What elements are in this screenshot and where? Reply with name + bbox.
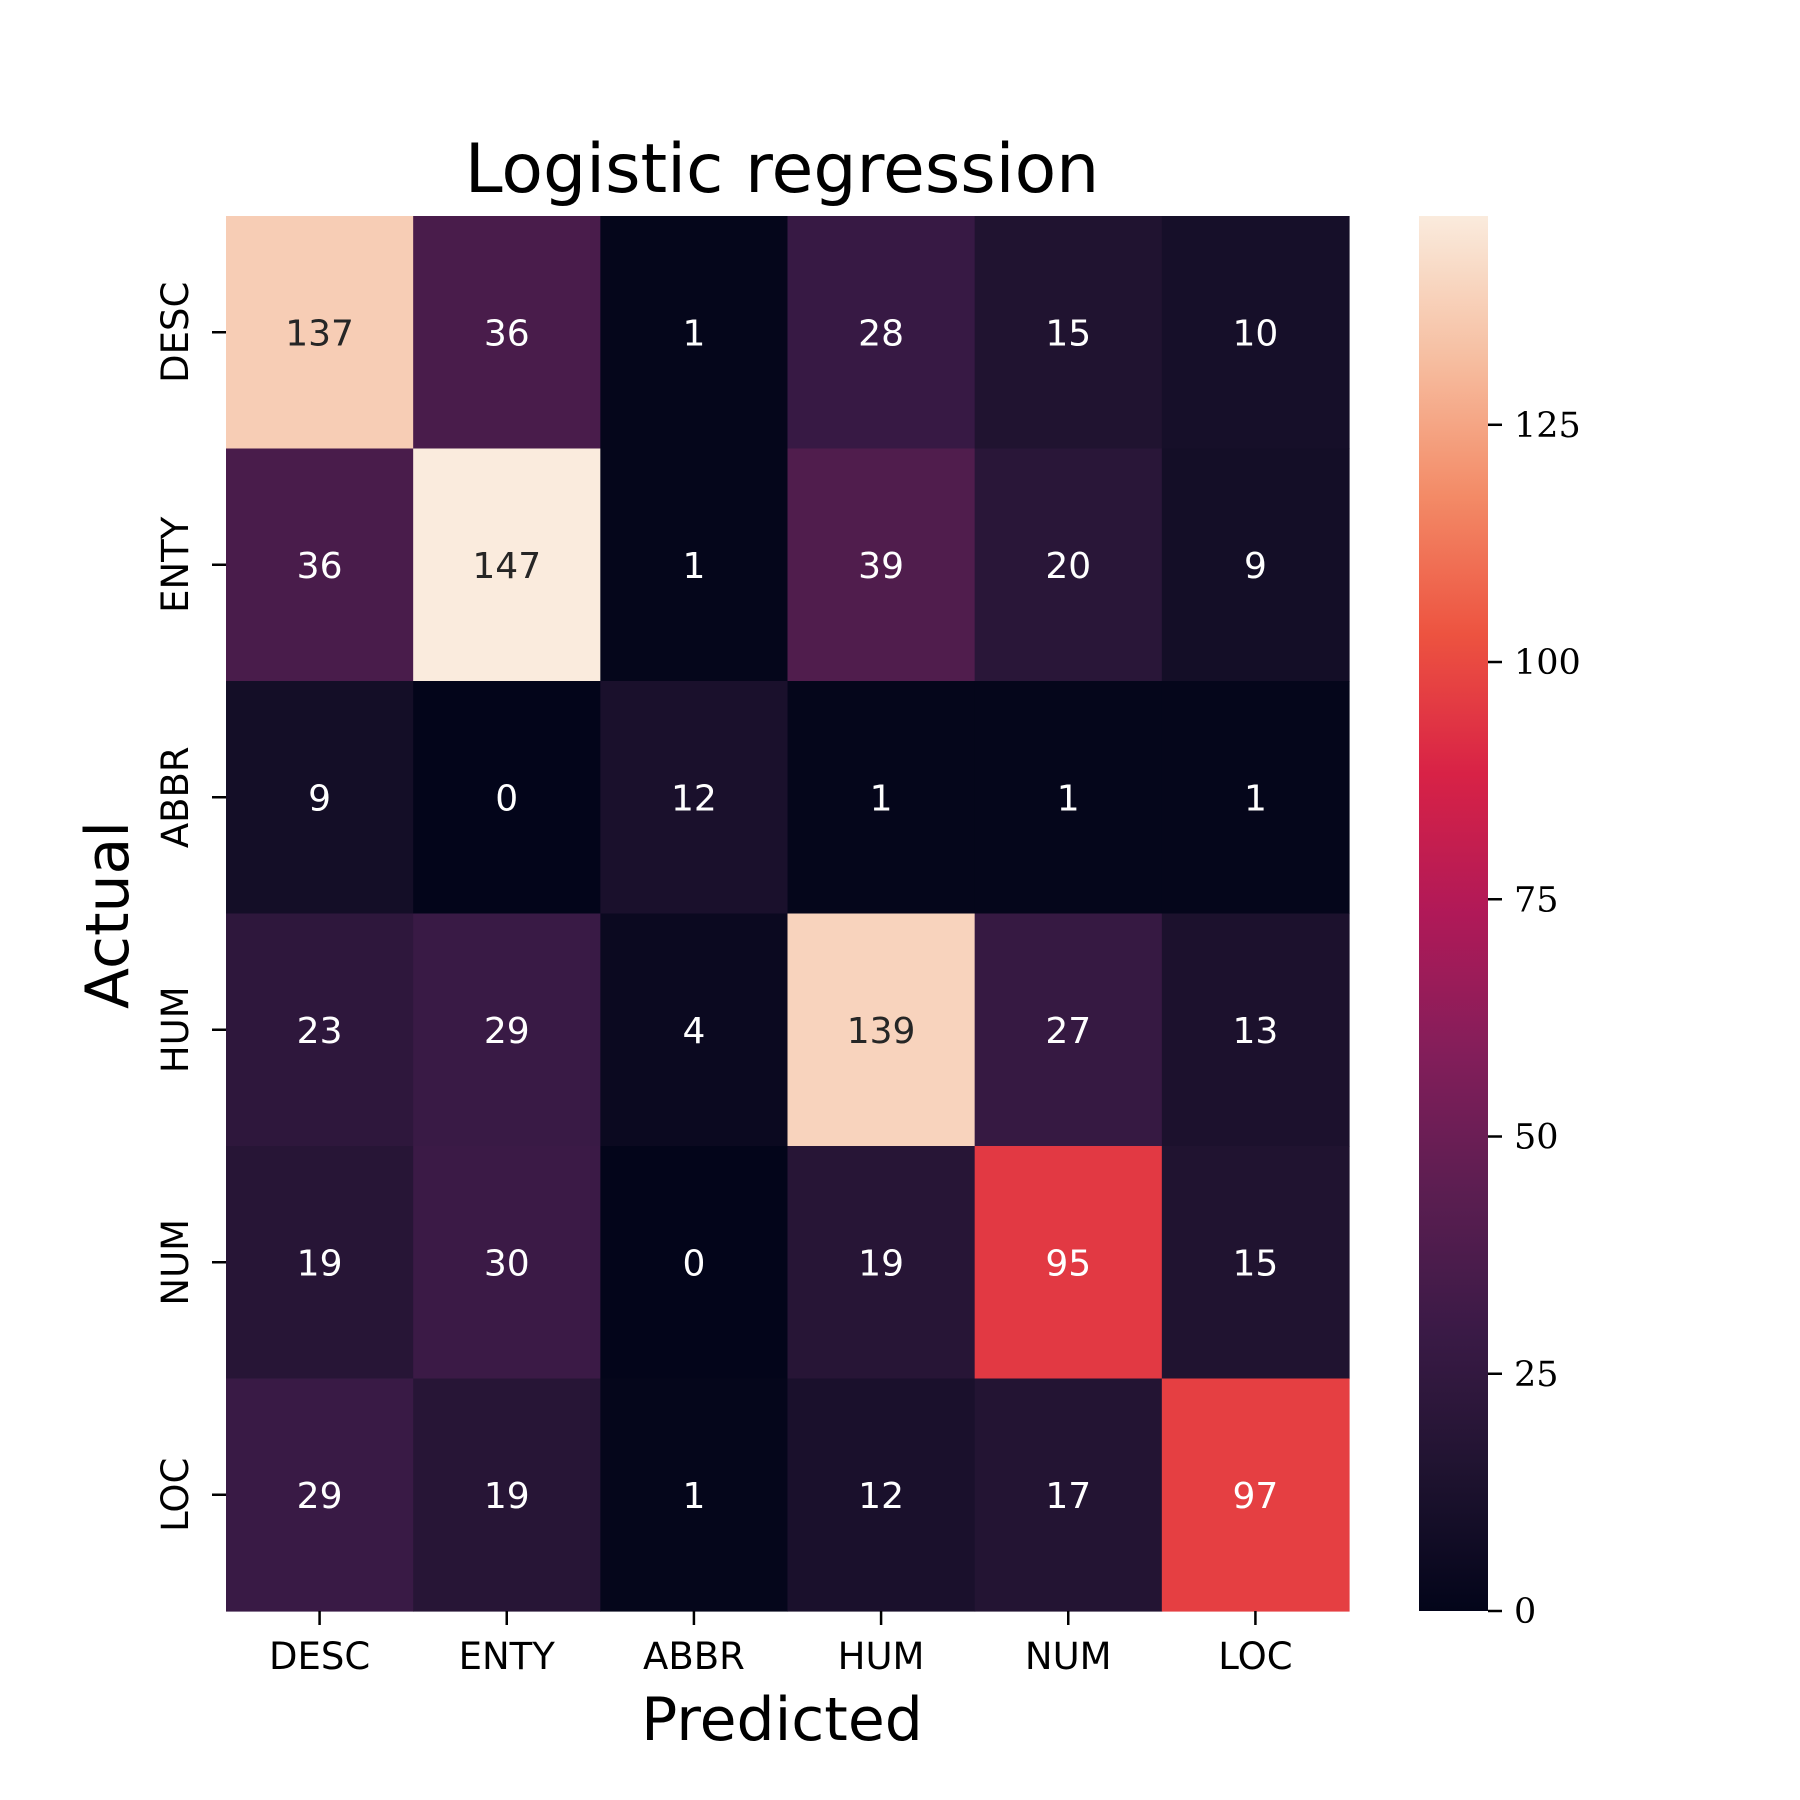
cell-value-label: 4: [682, 1011, 705, 1052]
cell-value-label: 139: [847, 1011, 916, 1052]
cell-value-label: 0: [495, 778, 518, 819]
x-tick-label: NUM: [1025, 1635, 1112, 1678]
cell-value-label: 9: [1244, 546, 1267, 587]
heatmap-cell: [1161, 1378, 1350, 1612]
cell-value-label: 13: [1233, 1011, 1279, 1052]
heatmap-cell: [413, 1378, 601, 1612]
heatmap-cell: [226, 1378, 414, 1612]
cell-value-label: 137: [285, 313, 354, 354]
heatmap-cell: [413, 216, 601, 450]
y-tick-label: ABBR: [154, 746, 197, 848]
cell-value-label: 1: [1244, 778, 1267, 819]
cell-value-label: 1: [870, 778, 893, 819]
heatmap-cell: [787, 216, 976, 450]
heatmap-cell: [226, 448, 414, 682]
cell-value-label: 29: [484, 1011, 530, 1052]
cell-value-label: 19: [484, 1476, 530, 1517]
cell-value-label: 97: [1233, 1476, 1279, 1517]
heatmap-cell: [600, 913, 789, 1147]
heatmap-cell: [413, 681, 601, 915]
heatmap-cell: [974, 448, 1163, 682]
cell-value-label: 147: [472, 546, 541, 587]
y-tick-label: ENTY: [154, 516, 197, 613]
cell-value-label: 12: [671, 778, 717, 819]
cell-value-label: 20: [1045, 546, 1091, 587]
heatmap-cell: [787, 681, 976, 915]
heatmap-cell: [600, 1146, 789, 1380]
x-axis: DESC ENTY ABBR HUM NUM LOC: [269, 1611, 1293, 1678]
heatmap-cell: [226, 913, 414, 1147]
cell-value-label: 15: [1233, 1243, 1279, 1284]
heatmap-cell: [1161, 1146, 1350, 1380]
cell-value-label: 1: [682, 546, 705, 587]
cell-value-label: 1: [682, 1476, 705, 1517]
cell-value-label: 9: [308, 778, 331, 819]
cell-value-label: 29: [297, 1476, 343, 1517]
cell-value-label: 0: [682, 1243, 705, 1284]
heatmap-cell: [787, 1146, 976, 1380]
heatmap-cell: [787, 1378, 976, 1612]
y-tick-label: DESC: [154, 282, 197, 383]
colorbar-tick-label: 0: [1514, 1592, 1536, 1632]
colorbar-tick-label: 125: [1514, 406, 1581, 446]
colorbar-tick-label: 75: [1514, 880, 1559, 920]
cell-value-label: 15: [1045, 313, 1091, 354]
cell-value-label: 28: [858, 313, 904, 354]
heatmap-cell: [413, 1146, 601, 1380]
heatmap-cell: [226, 216, 414, 450]
cell-value-label: 36: [484, 313, 530, 354]
y-axis: DESC ENTY ABBR HUM NUM LOC: [154, 282, 226, 1532]
x-tick-label: ABBR: [643, 1635, 745, 1678]
cell-value-label: 17: [1045, 1476, 1091, 1517]
cell-value-label: 95: [1045, 1243, 1091, 1284]
heatmap-cell: [787, 448, 976, 682]
heatmap-cell: [974, 1378, 1163, 1612]
heatmap-cell: [787, 913, 976, 1147]
heatmap-cell: [600, 1378, 789, 1612]
heatmap-cell: [600, 448, 789, 682]
colorbar-tick-label: 50: [1514, 1118, 1559, 1158]
cell-value-label: 36: [297, 546, 343, 587]
heatmap-cell: [226, 681, 414, 915]
heatmap-cell: [974, 1146, 1163, 1380]
colorbar-tick-label: 25: [1514, 1355, 1559, 1395]
cell-value-label: 27: [1045, 1011, 1091, 1052]
heatmap-cell: [226, 1146, 414, 1380]
heatmap-cell: [600, 216, 789, 450]
cell-value-label: 23: [297, 1011, 343, 1052]
x-axis-label: Predicted: [641, 1685, 923, 1755]
colorbar-tick-label: 100: [1514, 643, 1581, 683]
heatmap-cell: [1161, 216, 1350, 450]
y-tick-label: LOC: [154, 1458, 197, 1532]
cell-value-label: 30: [484, 1243, 530, 1284]
x-tick-label: LOC: [1218, 1635, 1292, 1678]
heatmap-cell: [974, 681, 1163, 915]
heatmap-cell: [1161, 681, 1350, 915]
cell-value-label: 12: [858, 1476, 904, 1517]
cell-value-label: 1: [682, 313, 705, 354]
colorbar-gradient: [1419, 216, 1488, 1611]
cell-value-label: 19: [297, 1243, 343, 1284]
y-tick-label: HUM: [154, 986, 197, 1073]
heatmap-cell: [413, 448, 601, 682]
cell-value-label: 39: [858, 546, 904, 587]
cell-value-label: 19: [858, 1243, 904, 1284]
x-tick-label: DESC: [269, 1635, 370, 1678]
cell-value-label: 10: [1233, 313, 1279, 354]
heatmap-cell: [974, 913, 1163, 1147]
chart-title: Logistic regression: [465, 130, 1100, 209]
colorbar: 0 25 50 75 100 125: [1419, 216, 1581, 1632]
heatmap-cell: [600, 681, 789, 915]
x-tick-label: HUM: [838, 1635, 925, 1678]
heatmap-cell: [1161, 448, 1350, 682]
heatmap-cell: [1161, 913, 1350, 1147]
heatmap-cell: [974, 216, 1163, 450]
y-axis-label: Actual: [73, 821, 143, 1009]
heatmap-cell: [413, 913, 601, 1147]
x-tick-label: ENTY: [459, 1635, 556, 1678]
cell-value-label: 1: [1057, 778, 1080, 819]
y-tick-label: NUM: [154, 1219, 197, 1306]
